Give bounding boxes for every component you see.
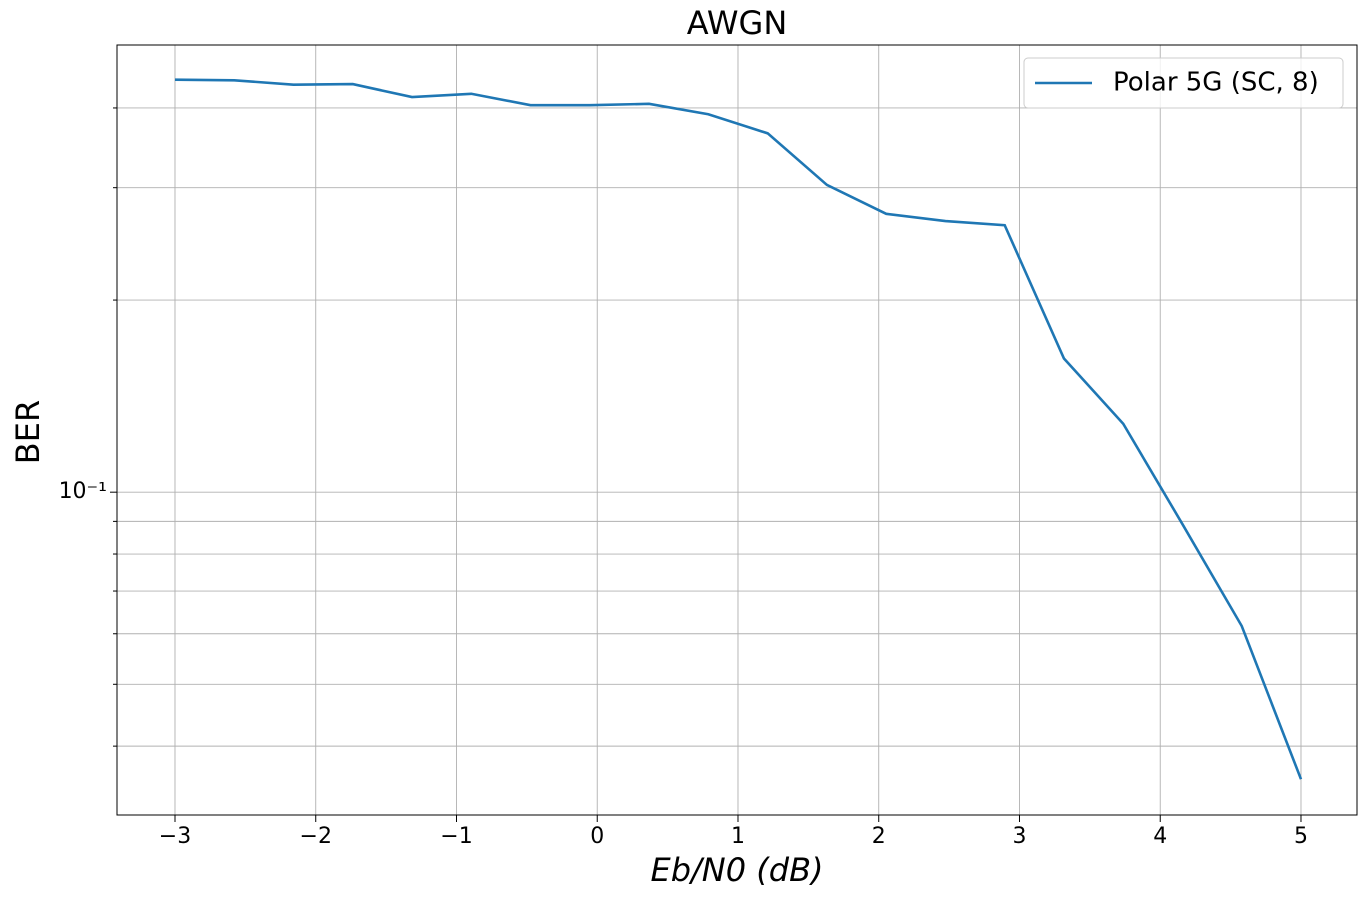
x-tick-label: 2 — [872, 824, 886, 849]
x-tick-label: −3 — [159, 824, 191, 849]
x-tick-label: −1 — [440, 824, 472, 849]
x-tick-label: 0 — [590, 824, 604, 849]
y-tick-label: 10⁻¹ — [59, 479, 107, 504]
x-tick-label: 5 — [1294, 824, 1308, 849]
legend-box — [1023, 57, 1344, 109]
x-tick-label: 1 — [731, 824, 745, 849]
plot-frame — [116, 44, 1358, 816]
legend-label: Polar 5G (SC, 8) — [1113, 68, 1319, 98]
x-tick-label: −2 — [300, 824, 332, 849]
x-axis-label: Eb/N0 (dB) — [650, 851, 823, 889]
x-tick-label: 4 — [1153, 824, 1167, 849]
x-tick-label: 3 — [1012, 824, 1026, 849]
chart-title: AWGN — [687, 4, 788, 42]
y-axis-label: BER — [9, 400, 47, 464]
data-line — [174, 78, 1303, 780]
